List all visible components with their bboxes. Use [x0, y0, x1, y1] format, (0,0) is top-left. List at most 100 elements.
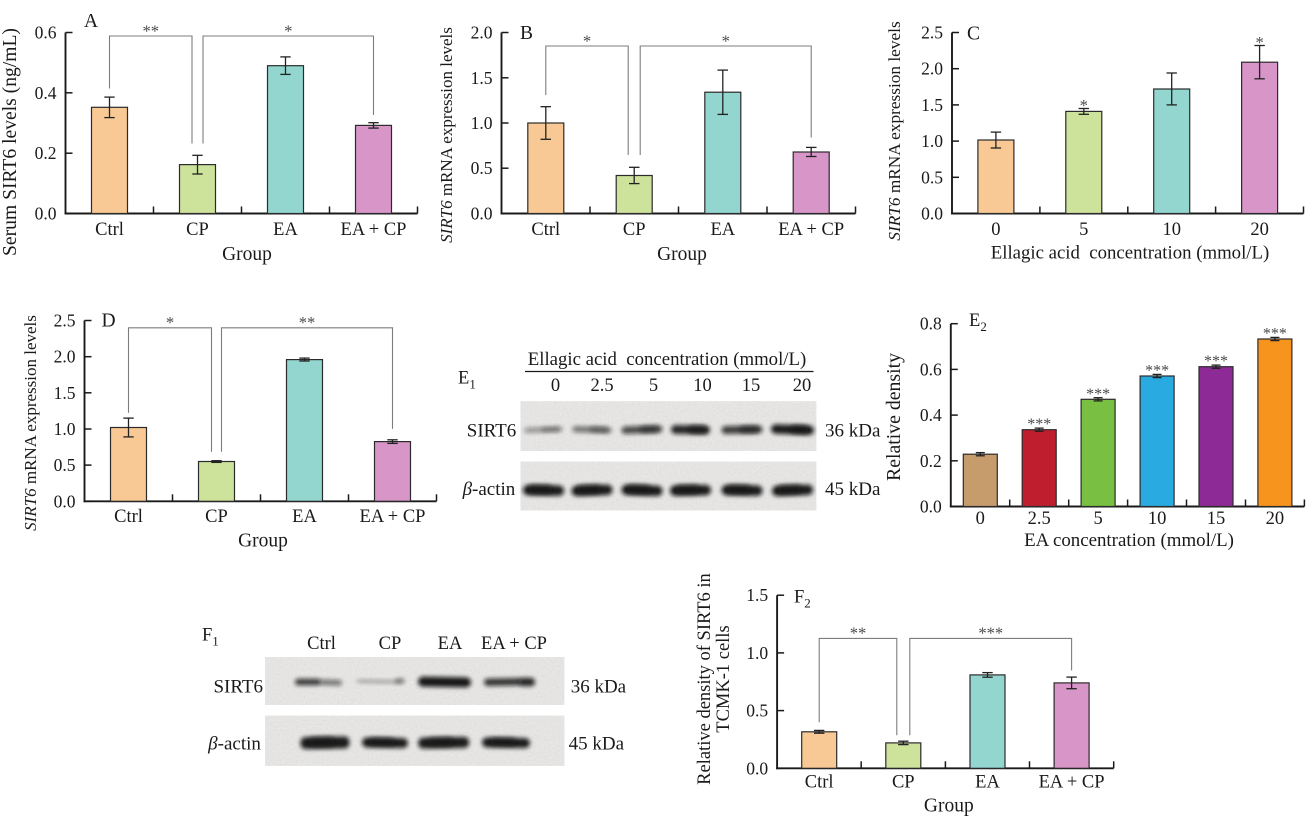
svg-text:Serum SIRT6 levels (ng/mL): Serum SIRT6 levels (ng/mL) [0, 28, 21, 256]
svg-text:Group: Group [222, 244, 272, 265]
svg-text:CP: CP [379, 634, 402, 654]
svg-text:*: * [284, 21, 292, 40]
svg-text:20: 20 [1266, 509, 1285, 529]
svg-text:2.5: 2.5 [590, 376, 613, 396]
svg-text:EA concentration (mmol/L): EA concentration (mmol/L) [1024, 530, 1234, 551]
svg-text:2.5: 2.5 [1028, 509, 1051, 529]
svg-text:15: 15 [742, 376, 761, 396]
svg-text:Group: Group [657, 244, 707, 265]
svg-text:0.5: 0.5 [921, 167, 943, 187]
svg-text:SIRT6 mRNA expression levels: SIRT6 mRNA expression levels [437, 27, 456, 243]
svg-text:Ctrl: Ctrl [307, 634, 336, 654]
svg-text:EA: EA [273, 220, 298, 240]
svg-text:EA: EA [710, 220, 735, 240]
svg-text:EA + CP: EA + CP [1039, 773, 1105, 793]
svg-text:B: B [520, 23, 533, 44]
svg-text:***: *** [1086, 386, 1110, 403]
svg-text:0.5: 0.5 [54, 455, 76, 475]
svg-text:***: *** [978, 624, 1003, 643]
svg-text:TCMK-1 cells: TCMK-1 cells [714, 625, 734, 732]
svg-text:EA + CP: EA + CP [341, 220, 407, 240]
svg-text:EA + CP: EA + CP [778, 220, 844, 240]
svg-text:0: 0 [976, 509, 985, 529]
svg-text:EA: EA [438, 634, 463, 654]
svg-text:0: 0 [991, 220, 1000, 240]
svg-text:*: * [722, 31, 730, 50]
svg-text:CP: CP [892, 773, 915, 793]
svg-text:1.5: 1.5 [471, 68, 493, 88]
svg-text:β-actin: β-actin [462, 479, 516, 500]
svg-text:Ctrl: Ctrl [114, 507, 143, 527]
svg-text:D: D [101, 311, 115, 332]
svg-text:0.6: 0.6 [920, 359, 942, 379]
svg-text:Ctrl: Ctrl [805, 773, 834, 793]
svg-text:C: C [967, 24, 980, 45]
svg-text:A: A [84, 11, 98, 32]
svg-text:0.0: 0.0 [35, 204, 57, 224]
svg-text:5: 5 [649, 376, 658, 396]
svg-text:SIRT6 mRNA expression levels: SIRT6 mRNA expression levels [885, 21, 904, 241]
svg-text:36 kDa: 36 kDa [571, 677, 627, 698]
svg-text:0.5: 0.5 [471, 158, 493, 178]
svg-text:***: *** [1204, 353, 1228, 370]
svg-text:45 kDa: 45 kDa [569, 734, 625, 755]
svg-text:1.5: 1.5 [54, 383, 76, 403]
svg-text:CP: CP [205, 507, 228, 527]
svg-text:5: 5 [1079, 220, 1088, 240]
svg-text:Relative density: Relative density [883, 353, 905, 481]
svg-text:0.0: 0.0 [471, 204, 493, 224]
svg-text:EA + CP: EA + CP [360, 507, 426, 527]
svg-text:**: ** [143, 21, 160, 40]
svg-text:0.8: 0.8 [920, 314, 942, 334]
svg-text:2.5: 2.5 [921, 23, 943, 43]
svg-text:0.0: 0.0 [746, 758, 768, 778]
svg-text:0.4: 0.4 [920, 405, 942, 425]
svg-text:10: 10 [693, 376, 712, 396]
svg-text:1.5: 1.5 [921, 95, 943, 115]
svg-text:2.0: 2.0 [54, 347, 76, 367]
svg-text:10: 10 [1148, 509, 1167, 529]
svg-text:EA + CP: EA + CP [481, 634, 547, 654]
svg-text:*: * [166, 313, 174, 332]
svg-text:Ellagic acid concentration (m: Ellagic acid concentration (mmol/L) [528, 349, 806, 370]
svg-text:2.0: 2.0 [921, 59, 943, 79]
svg-text:10: 10 [1162, 220, 1181, 240]
svg-text:**: ** [299, 313, 316, 332]
svg-text:20: 20 [793, 376, 812, 396]
svg-text:0.4: 0.4 [35, 83, 57, 103]
svg-text:1.0: 1.0 [54, 419, 76, 439]
svg-text:β-actin: β-actin [207, 734, 261, 755]
svg-text:0.0: 0.0 [920, 497, 942, 517]
svg-text:0.0: 0.0 [54, 491, 76, 511]
svg-text:2.0: 2.0 [471, 23, 493, 43]
svg-text:***: *** [1263, 326, 1287, 343]
svg-text:1.0: 1.0 [471, 113, 493, 133]
svg-text:0.5: 0.5 [746, 701, 768, 721]
svg-text:Group: Group [924, 796, 974, 817]
svg-text:36 kDa: 36 kDa [825, 421, 881, 442]
svg-text:0.6: 0.6 [35, 23, 57, 43]
svg-text:**: ** [850, 624, 867, 643]
svg-text:Ctrl: Ctrl [531, 220, 560, 240]
svg-text:0: 0 [551, 376, 560, 396]
svg-text:*: * [1255, 33, 1263, 52]
svg-text:***: *** [1145, 363, 1169, 380]
svg-text:0.2: 0.2 [35, 143, 57, 163]
svg-text:20: 20 [1250, 220, 1269, 240]
svg-text:SIRT6: SIRT6 [213, 677, 263, 698]
svg-text:EA: EA [975, 773, 1000, 793]
svg-text:45 kDa: 45 kDa [825, 479, 881, 500]
svg-text:***: *** [1027, 416, 1051, 433]
svg-text:Ctrl: Ctrl [95, 220, 124, 240]
svg-text:Relative density of SIRT6 in: Relative density of SIRT6 in [695, 573, 715, 785]
svg-text:0.2: 0.2 [920, 451, 942, 471]
svg-text:1.0: 1.0 [921, 131, 943, 151]
svg-text:SIRT6: SIRT6 [467, 421, 517, 442]
svg-text:CP: CP [186, 220, 209, 240]
svg-text:2.5: 2.5 [54, 311, 76, 331]
svg-text:SIRT6 mRNA expression levels: SIRT6 mRNA expression levels [21, 315, 40, 531]
svg-text:EA: EA [292, 507, 317, 527]
svg-text:0.0: 0.0 [921, 204, 943, 224]
svg-text:*: * [583, 31, 591, 50]
svg-text:1.5: 1.5 [746, 585, 768, 605]
